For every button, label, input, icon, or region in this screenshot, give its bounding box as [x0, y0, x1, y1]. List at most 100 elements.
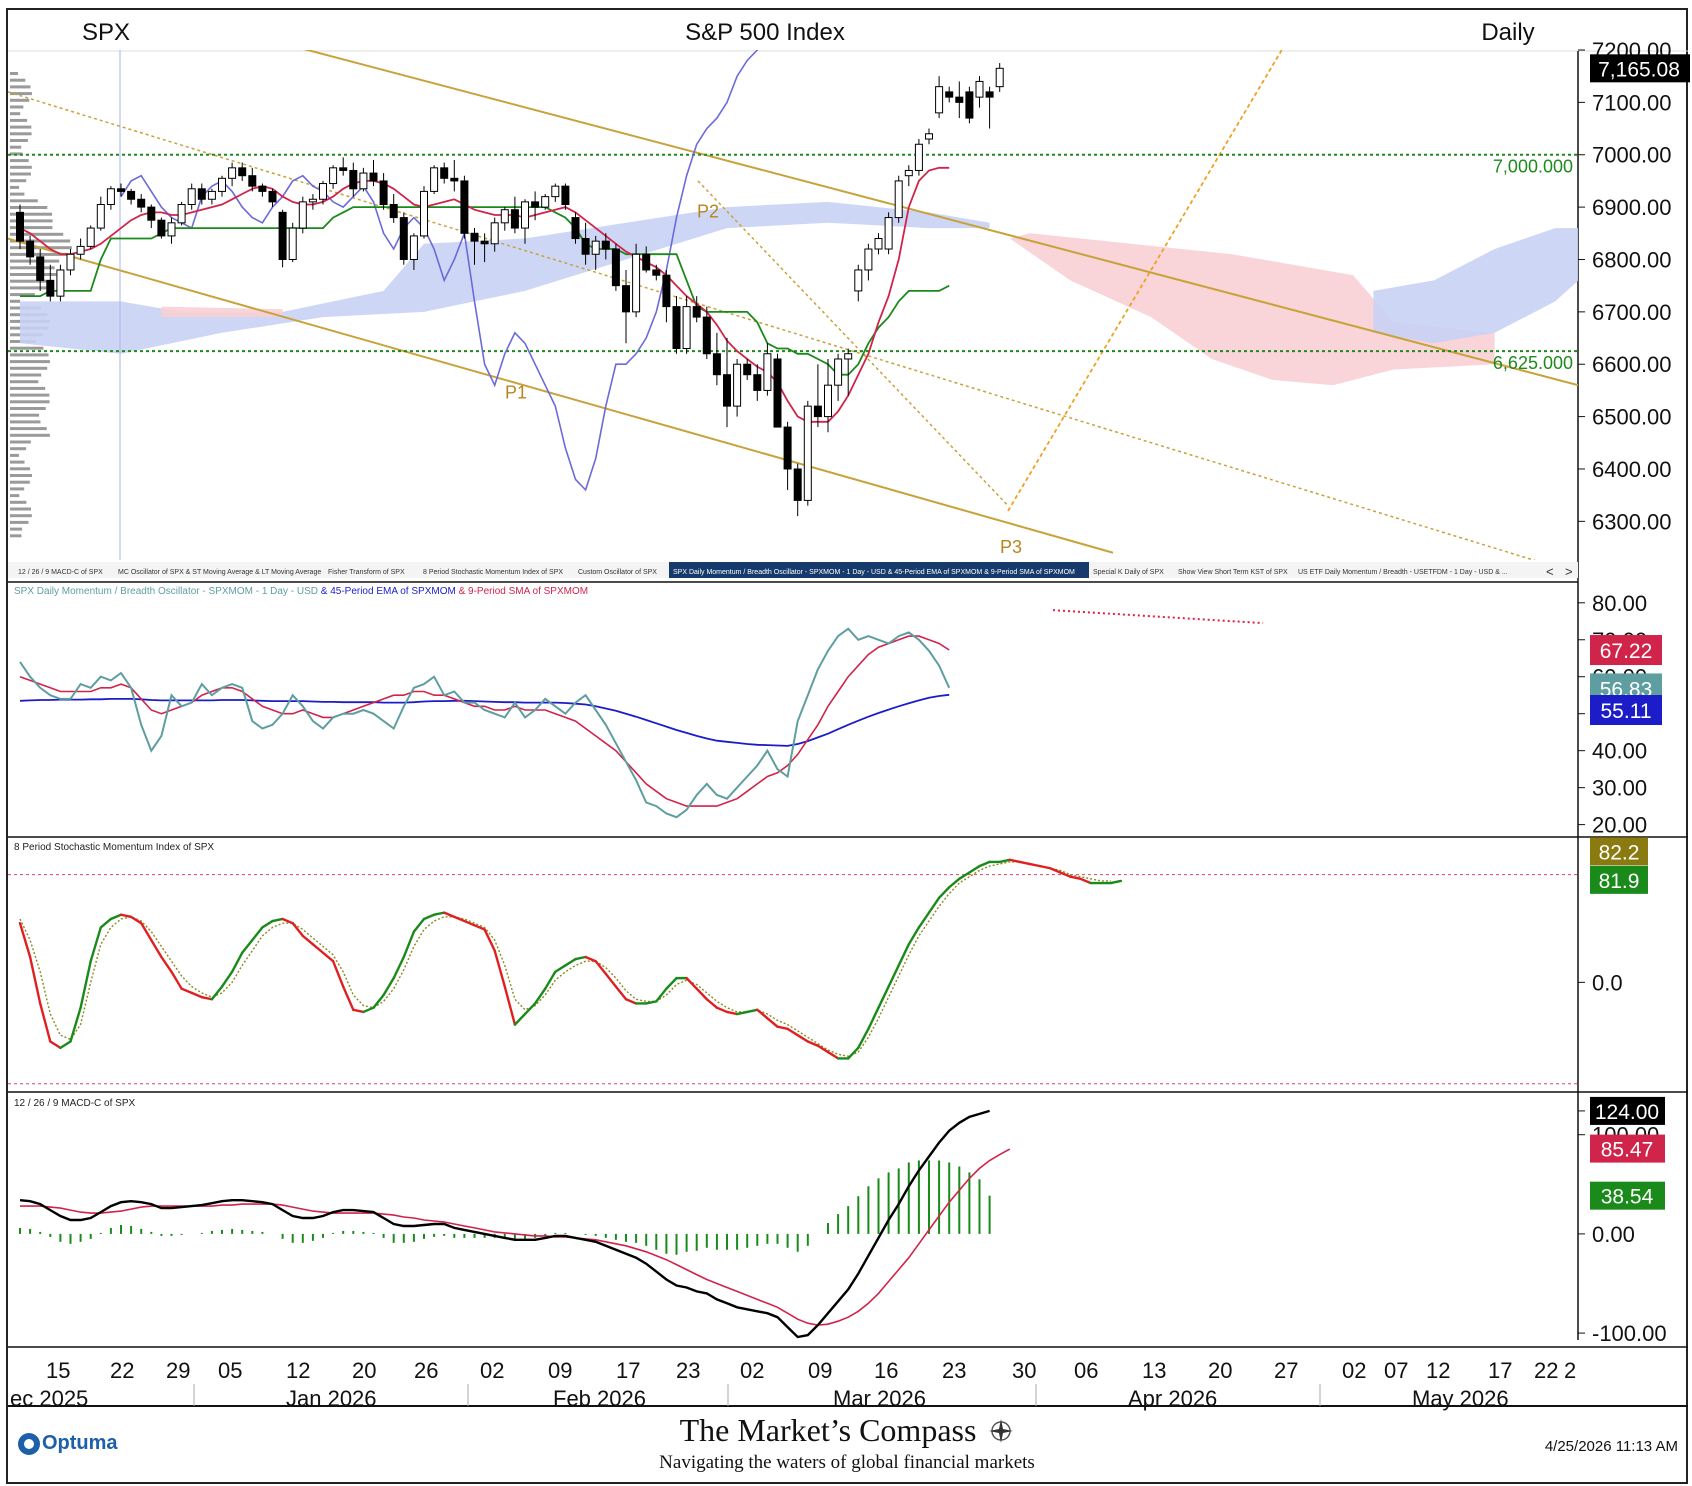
smi-axis: 0.0 82.2 81.9 [1578, 837, 1648, 995]
price-axis: 7200.007100.007000.006900.006800.006700.… [1493, 38, 1690, 534]
volume-profile-bar [10, 507, 32, 511]
smi-line-segment [998, 858, 1011, 864]
ichimoku-cloud-bullish [1373, 228, 1578, 344]
volume-profile-bar [10, 92, 32, 96]
smi-line-segment [796, 1033, 809, 1043]
price-axis-label: 6800.00 [1592, 247, 1672, 272]
indicator-tab[interactable]: Fisher Transform of SPX [328, 569, 405, 576]
volume-profile-bar [10, 105, 24, 109]
smi-line-segment [806, 1040, 820, 1047]
indicator-tab[interactable]: Custom Oscillator of SPX [578, 569, 657, 576]
volume-profile-bar [10, 474, 32, 477]
smi-line-segment [513, 1012, 527, 1026]
candle-up [359, 172, 368, 190]
candle-down [470, 232, 479, 242]
volume-profile-bar [10, 407, 46, 410]
date-axis-day-label: 2 [1564, 1358, 1576, 1383]
candle-up [106, 188, 115, 205]
smi-line-segment [251, 926, 264, 942]
channel-lower-line [8, 237, 1114, 554]
smi-line-segment [59, 1040, 72, 1050]
indicator-tabs-bar: 12 / 26 / 9 MACD-C of SPX MC Oscillator o… [8, 562, 1578, 579]
smi-line-segment [230, 951, 244, 973]
smi-line-segment [493, 949, 506, 988]
smi-line-segment [786, 1027, 799, 1037]
candle-up [66, 253, 75, 271]
date-axis-day-label: 13 [1142, 1358, 1166, 1383]
volume-profile-bar [10, 132, 32, 136]
candle-down [672, 306, 681, 350]
candle-down [793, 468, 802, 501]
candle-up [803, 405, 812, 501]
candle-up [96, 203, 105, 229]
smi-line-segment [271, 917, 284, 923]
last-price-badge [1590, 54, 1690, 83]
candle-up [884, 217, 893, 250]
smi-line-segment [746, 1008, 759, 1014]
smi-line-segment [49, 1040, 62, 1050]
date-axis-day-label: 02 [1342, 1358, 1366, 1383]
volume-profile-bar [10, 259, 60, 263]
volume-profile-bar [10, 266, 55, 270]
channel-upper-line [303, 50, 1578, 387]
volume-profile-bar [10, 413, 40, 417]
volume-profile-bar [10, 85, 31, 89]
candle-up [541, 196, 550, 208]
smi-line-segment [321, 951, 335, 963]
indicator-tab[interactable]: Show View Short Term KST of SPX [1178, 569, 1288, 576]
smi-line-segment [382, 976, 395, 997]
smi-line-segment [210, 985, 224, 1001]
candle-up [298, 201, 307, 229]
indicator-tab[interactable]: 12 / 26 / 9 MACD-C of SPX [18, 569, 103, 576]
smi-line-segment [39, 1002, 52, 1043]
momentum-axis-label: 30.00 [1592, 776, 1647, 801]
date-axis-month-label: ec 2025 [10, 1386, 88, 1411]
smi-line-segment [1069, 875, 1082, 881]
indicator-tab[interactable]: SPX Daily Momentum / Breadth Oscillator … [673, 569, 1075, 576]
candle-down [743, 363, 752, 376]
smi-line-segment [645, 1000, 658, 1005]
candle-down [510, 209, 519, 229]
date-axis-day-label: 23 [942, 1358, 966, 1383]
candle-up [914, 143, 923, 171]
date-axis-day-label: 06 [1074, 1358, 1098, 1383]
smi-line-segment [372, 993, 385, 1009]
smi-line-segment [554, 964, 567, 973]
volume-profile-bar [10, 433, 50, 437]
candle-down [137, 198, 146, 208]
date-axis-day-label: 12 [286, 1358, 310, 1383]
smi-line-segment [544, 970, 557, 990]
volume-profile-bar [10, 520, 29, 524]
volume-profile-bar [10, 219, 53, 223]
smi-line-segment [1008, 858, 1022, 864]
candle-down [965, 91, 974, 119]
smi-line-segment [533, 987, 547, 1005]
candle-up [824, 384, 832, 418]
volume-profile-bar [10, 78, 26, 82]
smi-line-segment [453, 915, 466, 923]
volume-profile-bar [10, 112, 21, 116]
smi-line-segment [968, 864, 981, 874]
candle-up [409, 235, 418, 260]
price-axis-label: 6900.00 [1592, 195, 1672, 220]
candle-down [248, 175, 257, 187]
smi-line-segment [776, 1025, 789, 1031]
candle-down [652, 269, 661, 276]
candle-up [218, 177, 226, 192]
indicator-tab[interactable]: US ETF Daily Momentum / Breadth - USETFD… [1298, 569, 1508, 576]
candle-down [450, 177, 459, 182]
smi-line-segment [150, 938, 163, 959]
smi-line-segment [180, 987, 193, 995]
indicator-tab[interactable]: MC Oscillator of SPX & ST Moving Average… [118, 569, 321, 576]
macd-histogram-value: 38.54 [1601, 1186, 1654, 1209]
macd-histogram-badge [1590, 1181, 1665, 1210]
candle-down [268, 190, 277, 203]
indicator-tab[interactable]: 8 Period Stochastic Momentum Index of SP… [423, 569, 563, 576]
date-axis-day-label: 29 [166, 1358, 190, 1383]
footer-subtitle: Navigating the waters of global financia… [659, 1452, 1035, 1473]
indicator-tab[interactable]: Special K Daily of SPX [1093, 569, 1164, 576]
volume-profile-bar [10, 192, 25, 196]
date-axis-month-label: Apr 2026 [1128, 1386, 1217, 1411]
candle-up [76, 245, 85, 255]
candle-down [460, 180, 469, 234]
